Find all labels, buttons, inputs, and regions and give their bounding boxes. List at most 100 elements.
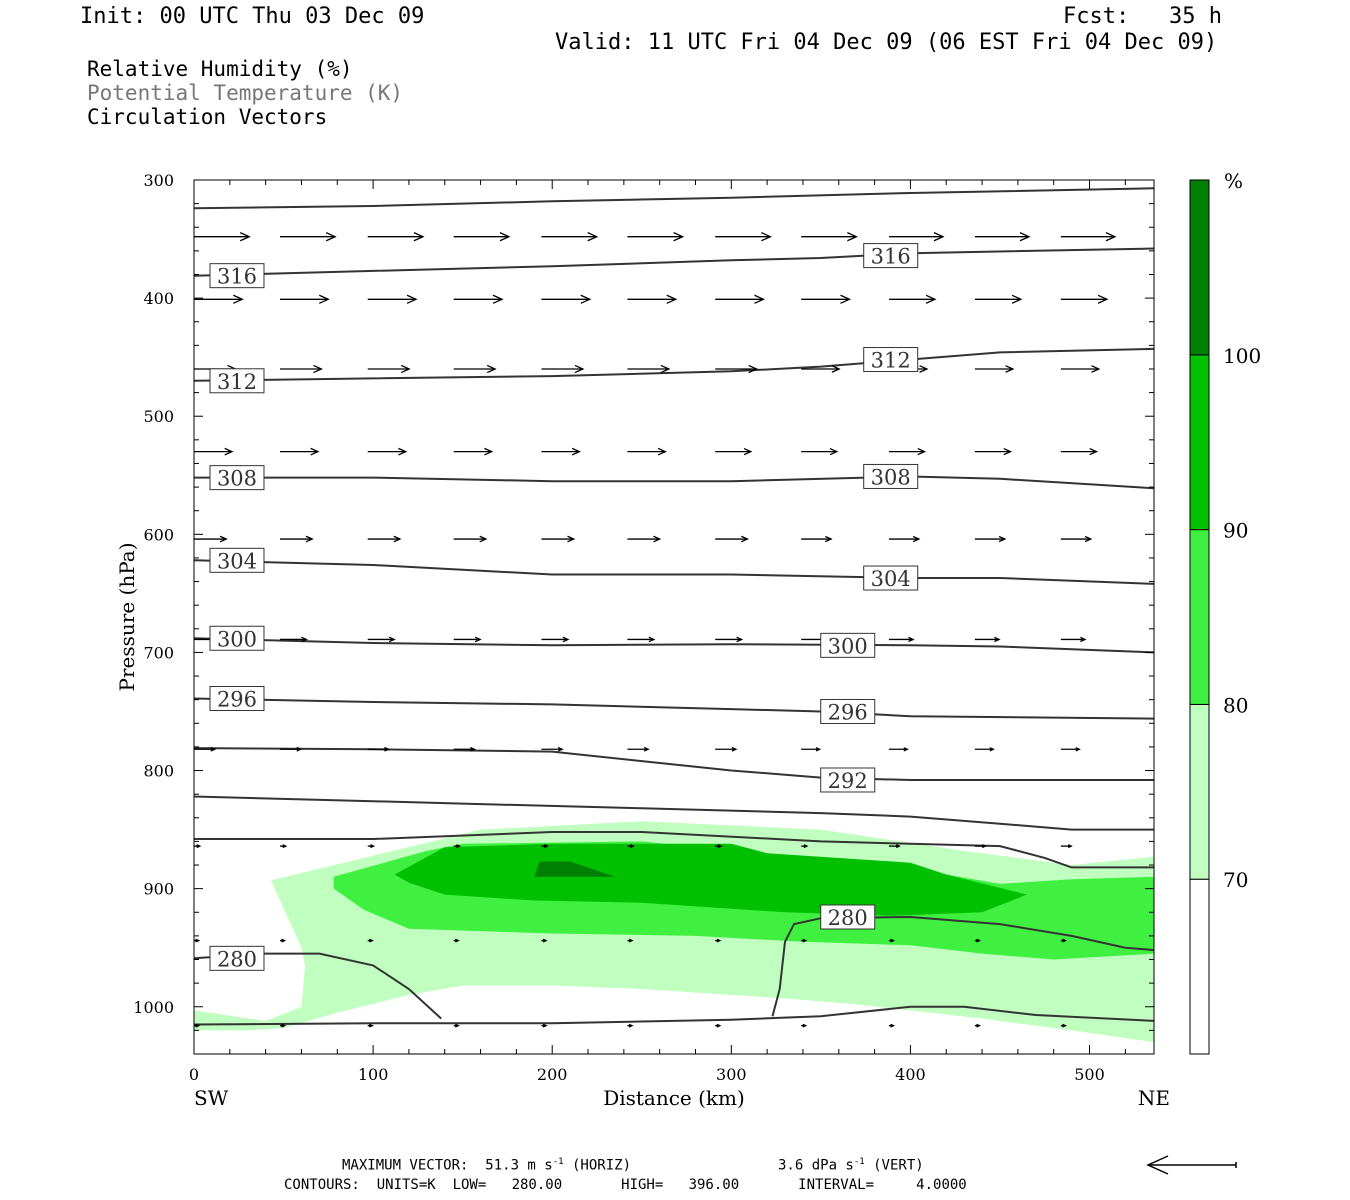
vector-arrow <box>367 844 376 849</box>
vector-arrow <box>627 1023 634 1028</box>
theta-label: 312 <box>863 347 919 373</box>
vector-head <box>743 447 753 456</box>
vector-arrow <box>367 636 396 643</box>
vector-head <box>890 938 896 943</box>
field-relative-humidity: Relative Humidity (%) <box>87 57 353 81</box>
reference-vector <box>1146 1155 1237 1175</box>
theta-contour-308 <box>194 475 1154 490</box>
vector-arrow <box>715 746 738 752</box>
vector-arrow <box>801 232 858 242</box>
vector-head <box>492 294 504 304</box>
vector-arrow <box>541 938 548 943</box>
vector-head <box>1105 232 1117 242</box>
colorbar: 70 80 90 100 <box>1189 179 1261 1055</box>
colorbar-segment <box>1189 354 1210 531</box>
vector-arrow <box>194 844 202 849</box>
vector-head <box>388 636 396 643</box>
vector-head <box>754 294 766 304</box>
vector-arrow <box>888 1023 896 1028</box>
vector-arrow <box>541 535 576 543</box>
colorbar-segment <box>1189 878 1210 1055</box>
theta-label-text: 312 <box>217 370 257 394</box>
vector-arrow <box>367 746 391 752</box>
vector-arrow <box>194 1023 201 1028</box>
y-axis-label: Pressure (hPa) <box>115 543 139 692</box>
vector-arrow <box>367 364 411 374</box>
vector-head <box>1019 232 1031 242</box>
init-time: Init: 00 UTC Thu 03 Dec 09 <box>80 4 425 29</box>
vector-head <box>648 636 656 643</box>
theta-contour-300 <box>194 637 1154 654</box>
theta-label: 308 <box>209 465 265 491</box>
theta-label: 292 <box>820 767 876 793</box>
vector-head <box>933 232 945 242</box>
vector-head <box>1091 365 1101 373</box>
vector-head <box>890 1023 896 1028</box>
vector-arrow <box>715 364 759 374</box>
vector-head <box>484 447 494 456</box>
colorbar-level-label: 90 <box>1223 519 1248 543</box>
max-vector-vert-tag: (VERT) <box>864 1157 924 1174</box>
vector-head <box>1067 844 1073 849</box>
vector-arrow <box>279 535 314 543</box>
vector-head <box>562 636 570 643</box>
vector-head <box>470 746 476 752</box>
vector-arrow <box>1060 844 1073 849</box>
vector-head <box>282 844 288 849</box>
y-tick-label: 400 <box>143 289 174 308</box>
vector-head <box>628 938 634 943</box>
vector-head <box>571 447 581 456</box>
vector-arrow <box>541 364 585 374</box>
theta-contour-layer <box>194 187 1154 1026</box>
vector-head <box>748 364 759 374</box>
y-tick-label: 800 <box>143 762 174 781</box>
vector-head <box>908 636 915 643</box>
vector-head <box>653 535 662 543</box>
vector-head <box>740 535 749 543</box>
vector-head <box>1011 294 1023 304</box>
y-tick-label: 1000 <box>133 998 174 1017</box>
colorbar-level-label: 100 <box>1223 344 1261 368</box>
vector-arrow <box>453 746 476 752</box>
theta-label-text: 300 <box>828 634 868 658</box>
theta-contour-0 <box>194 187 1154 210</box>
vector-arrow <box>453 844 462 849</box>
vector-arrow <box>801 844 809 849</box>
vector-head <box>239 232 251 242</box>
vector-head <box>369 1023 374 1028</box>
vector-arrow <box>453 1023 460 1028</box>
contour-label-layer: 316 316 312 312 308 308 304 304 300 300 296 296 292 2… <box>209 243 919 971</box>
theta-label-text: 292 <box>828 769 868 793</box>
theta-contour-312 <box>194 347 1154 382</box>
vector-head <box>917 447 927 456</box>
theta-label-box <box>209 945 265 971</box>
vector-head <box>413 232 425 242</box>
vector-arrow <box>888 636 915 643</box>
vector-head <box>629 844 635 849</box>
theta-contour-292 <box>194 747 1154 781</box>
field-potential-temperature: Potential Temperature (K) <box>87 81 404 105</box>
vector-head <box>998 535 1007 543</box>
vector-arrow <box>367 447 408 456</box>
x-right-end-label: NE <box>1138 1086 1170 1110</box>
theta-contour-8 <box>194 795 1154 831</box>
vector-head <box>543 844 549 849</box>
colorbar-unit: % <box>1224 169 1243 193</box>
vector-arrow <box>715 232 772 242</box>
vector-arrow <box>888 232 945 242</box>
vector-arrow <box>367 294 418 304</box>
vector-arrow <box>194 232 251 242</box>
vector-head <box>919 365 929 373</box>
vector-head <box>587 232 599 242</box>
theta-label-text: 304 <box>217 549 257 573</box>
vector-head <box>370 844 376 849</box>
vector-head <box>195 1023 201 1028</box>
vector-arrow <box>974 1023 982 1028</box>
vector-arrow <box>453 535 488 543</box>
vector-head <box>224 447 234 456</box>
vector-arrow <box>453 232 511 242</box>
vector-head <box>479 535 488 543</box>
vector-head <box>994 636 1001 643</box>
theta-label-box <box>209 368 265 394</box>
vector-arrow <box>974 747 995 752</box>
